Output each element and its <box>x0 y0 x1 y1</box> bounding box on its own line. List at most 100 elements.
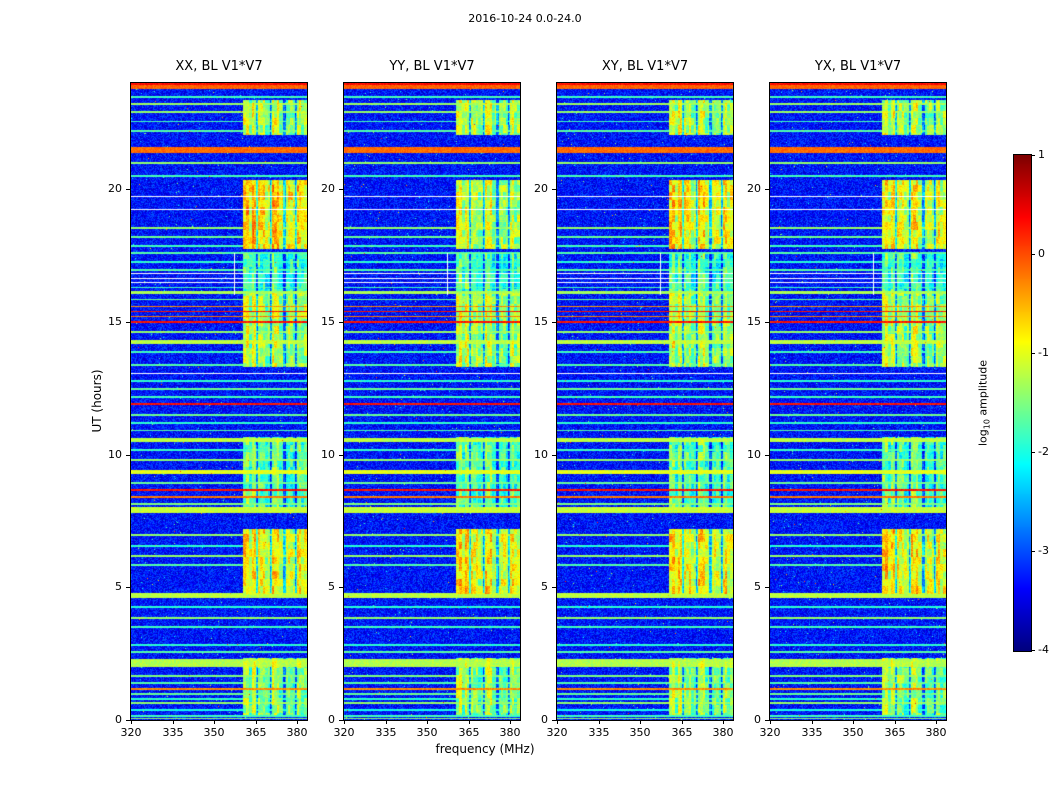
x-tick <box>469 720 470 724</box>
y-tick <box>339 587 343 588</box>
colorbar-label-suffix: amplitude <box>976 359 990 420</box>
y-tick-label: 5 <box>541 580 548 593</box>
y-tick-label: 5 <box>328 580 335 593</box>
x-tick-label: 365 <box>671 726 693 739</box>
figure-title: 2016-10-24 0.0-24.0 <box>468 12 582 25</box>
x-tick-label: 335 <box>162 726 184 739</box>
y-tick <box>765 455 769 456</box>
x-tick-label: 335 <box>801 726 823 739</box>
x-tick <box>427 720 428 724</box>
colorbar-label-prefix: log <box>976 429 990 447</box>
heatmap-canvas-yx <box>770 83 946 720</box>
x-tick-label: 320 <box>546 726 568 739</box>
colorbar-label: log10 amplitude <box>976 360 991 446</box>
heatmap-canvas-xx <box>131 83 307 720</box>
colorbar-tick <box>1031 155 1035 156</box>
y-tick-label: 10 <box>108 448 122 461</box>
heatmap-panel-yx <box>769 82 947 721</box>
heatmap-panel-xy <box>556 82 734 721</box>
x-tick <box>297 720 298 724</box>
panel-title-xy: XY, BL V1*V7 <box>601 59 689 74</box>
x-tick-label: 380 <box>712 726 734 739</box>
y-tick <box>552 322 556 323</box>
y-tick <box>765 322 769 323</box>
y-tick <box>552 720 556 721</box>
x-tick <box>936 720 937 724</box>
y-tick <box>552 189 556 190</box>
colorbar-gradient-canvas <box>1014 155 1031 651</box>
y-tick-label: 0 <box>541 713 548 726</box>
x-tick <box>682 720 683 724</box>
x-tick <box>599 720 600 724</box>
x-tick <box>723 720 724 724</box>
y-tick-label: 20 <box>108 182 122 195</box>
y-tick-label: 10 <box>321 448 335 461</box>
colorbar-label-sub: 10 <box>982 419 992 430</box>
colorbar-tick <box>1031 452 1035 453</box>
y-tick-label: 20 <box>321 182 335 195</box>
x-tick-label: 380 <box>925 726 947 739</box>
y-tick <box>552 455 556 456</box>
y-tick-label: 15 <box>534 315 548 328</box>
y-tick <box>126 189 130 190</box>
y-tick-label: 15 <box>108 315 122 328</box>
x-tick <box>557 720 558 724</box>
colorbar-tick-label: 1 <box>1038 148 1045 161</box>
y-tick <box>126 720 130 721</box>
x-tick-label: 320 <box>333 726 355 739</box>
x-tick <box>131 720 132 724</box>
y-tick-label: 20 <box>534 182 548 195</box>
x-tick-label: 365 <box>458 726 480 739</box>
y-tick <box>765 587 769 588</box>
x-tick <box>386 720 387 724</box>
x-tick <box>895 720 896 724</box>
x-axis-label: frequency (MHz) <box>435 742 535 756</box>
colorbar-tick-label: -2 <box>1038 445 1049 458</box>
y-tick-label: 15 <box>747 315 761 328</box>
heatmap-panel-xx <box>130 82 308 721</box>
colorbar-tick-label: -1 <box>1038 346 1049 359</box>
x-tick <box>173 720 174 724</box>
x-tick <box>640 720 641 724</box>
y-tick-label: 5 <box>754 580 761 593</box>
y-tick <box>126 587 130 588</box>
y-tick-label: 10 <box>534 448 548 461</box>
panel-title-yx: YX, BL V1*V7 <box>814 59 902 74</box>
x-tick-label: 350 <box>203 726 225 739</box>
x-tick-label: 380 <box>499 726 521 739</box>
panel-title-yy: YY, BL V1*V7 <box>389 59 475 74</box>
x-tick <box>853 720 854 724</box>
heatmap-panel-yy <box>343 82 521 721</box>
colorbar-tick <box>1031 551 1035 552</box>
x-tick-label: 350 <box>842 726 864 739</box>
y-tick-label: 10 <box>747 448 761 461</box>
panel-title-xx: XX, BL V1*V7 <box>175 59 263 74</box>
y-tick-label: 0 <box>754 713 761 726</box>
x-tick-label: 350 <box>416 726 438 739</box>
x-tick <box>770 720 771 724</box>
x-tick-label: 320 <box>759 726 781 739</box>
y-tick <box>765 720 769 721</box>
colorbar-tick-label: -3 <box>1038 544 1049 557</box>
heatmap-canvas-yy <box>344 83 520 720</box>
y-axis-label: UT (hours) <box>90 369 104 433</box>
x-tick-label: 335 <box>375 726 397 739</box>
colorbar-tick <box>1031 254 1035 255</box>
x-tick-label: 365 <box>245 726 267 739</box>
y-tick <box>552 587 556 588</box>
x-tick <box>812 720 813 724</box>
x-tick-label: 365 <box>884 726 906 739</box>
y-tick <box>126 455 130 456</box>
y-tick-label: 20 <box>747 182 761 195</box>
y-tick-label: 0 <box>115 713 122 726</box>
y-tick <box>339 455 343 456</box>
y-tick-label: 15 <box>321 315 335 328</box>
x-tick <box>344 720 345 724</box>
x-tick-label: 380 <box>286 726 308 739</box>
x-tick <box>510 720 511 724</box>
colorbar-tick <box>1031 650 1035 651</box>
colorbar <box>1013 154 1032 652</box>
y-tick <box>339 720 343 721</box>
y-tick <box>765 189 769 190</box>
